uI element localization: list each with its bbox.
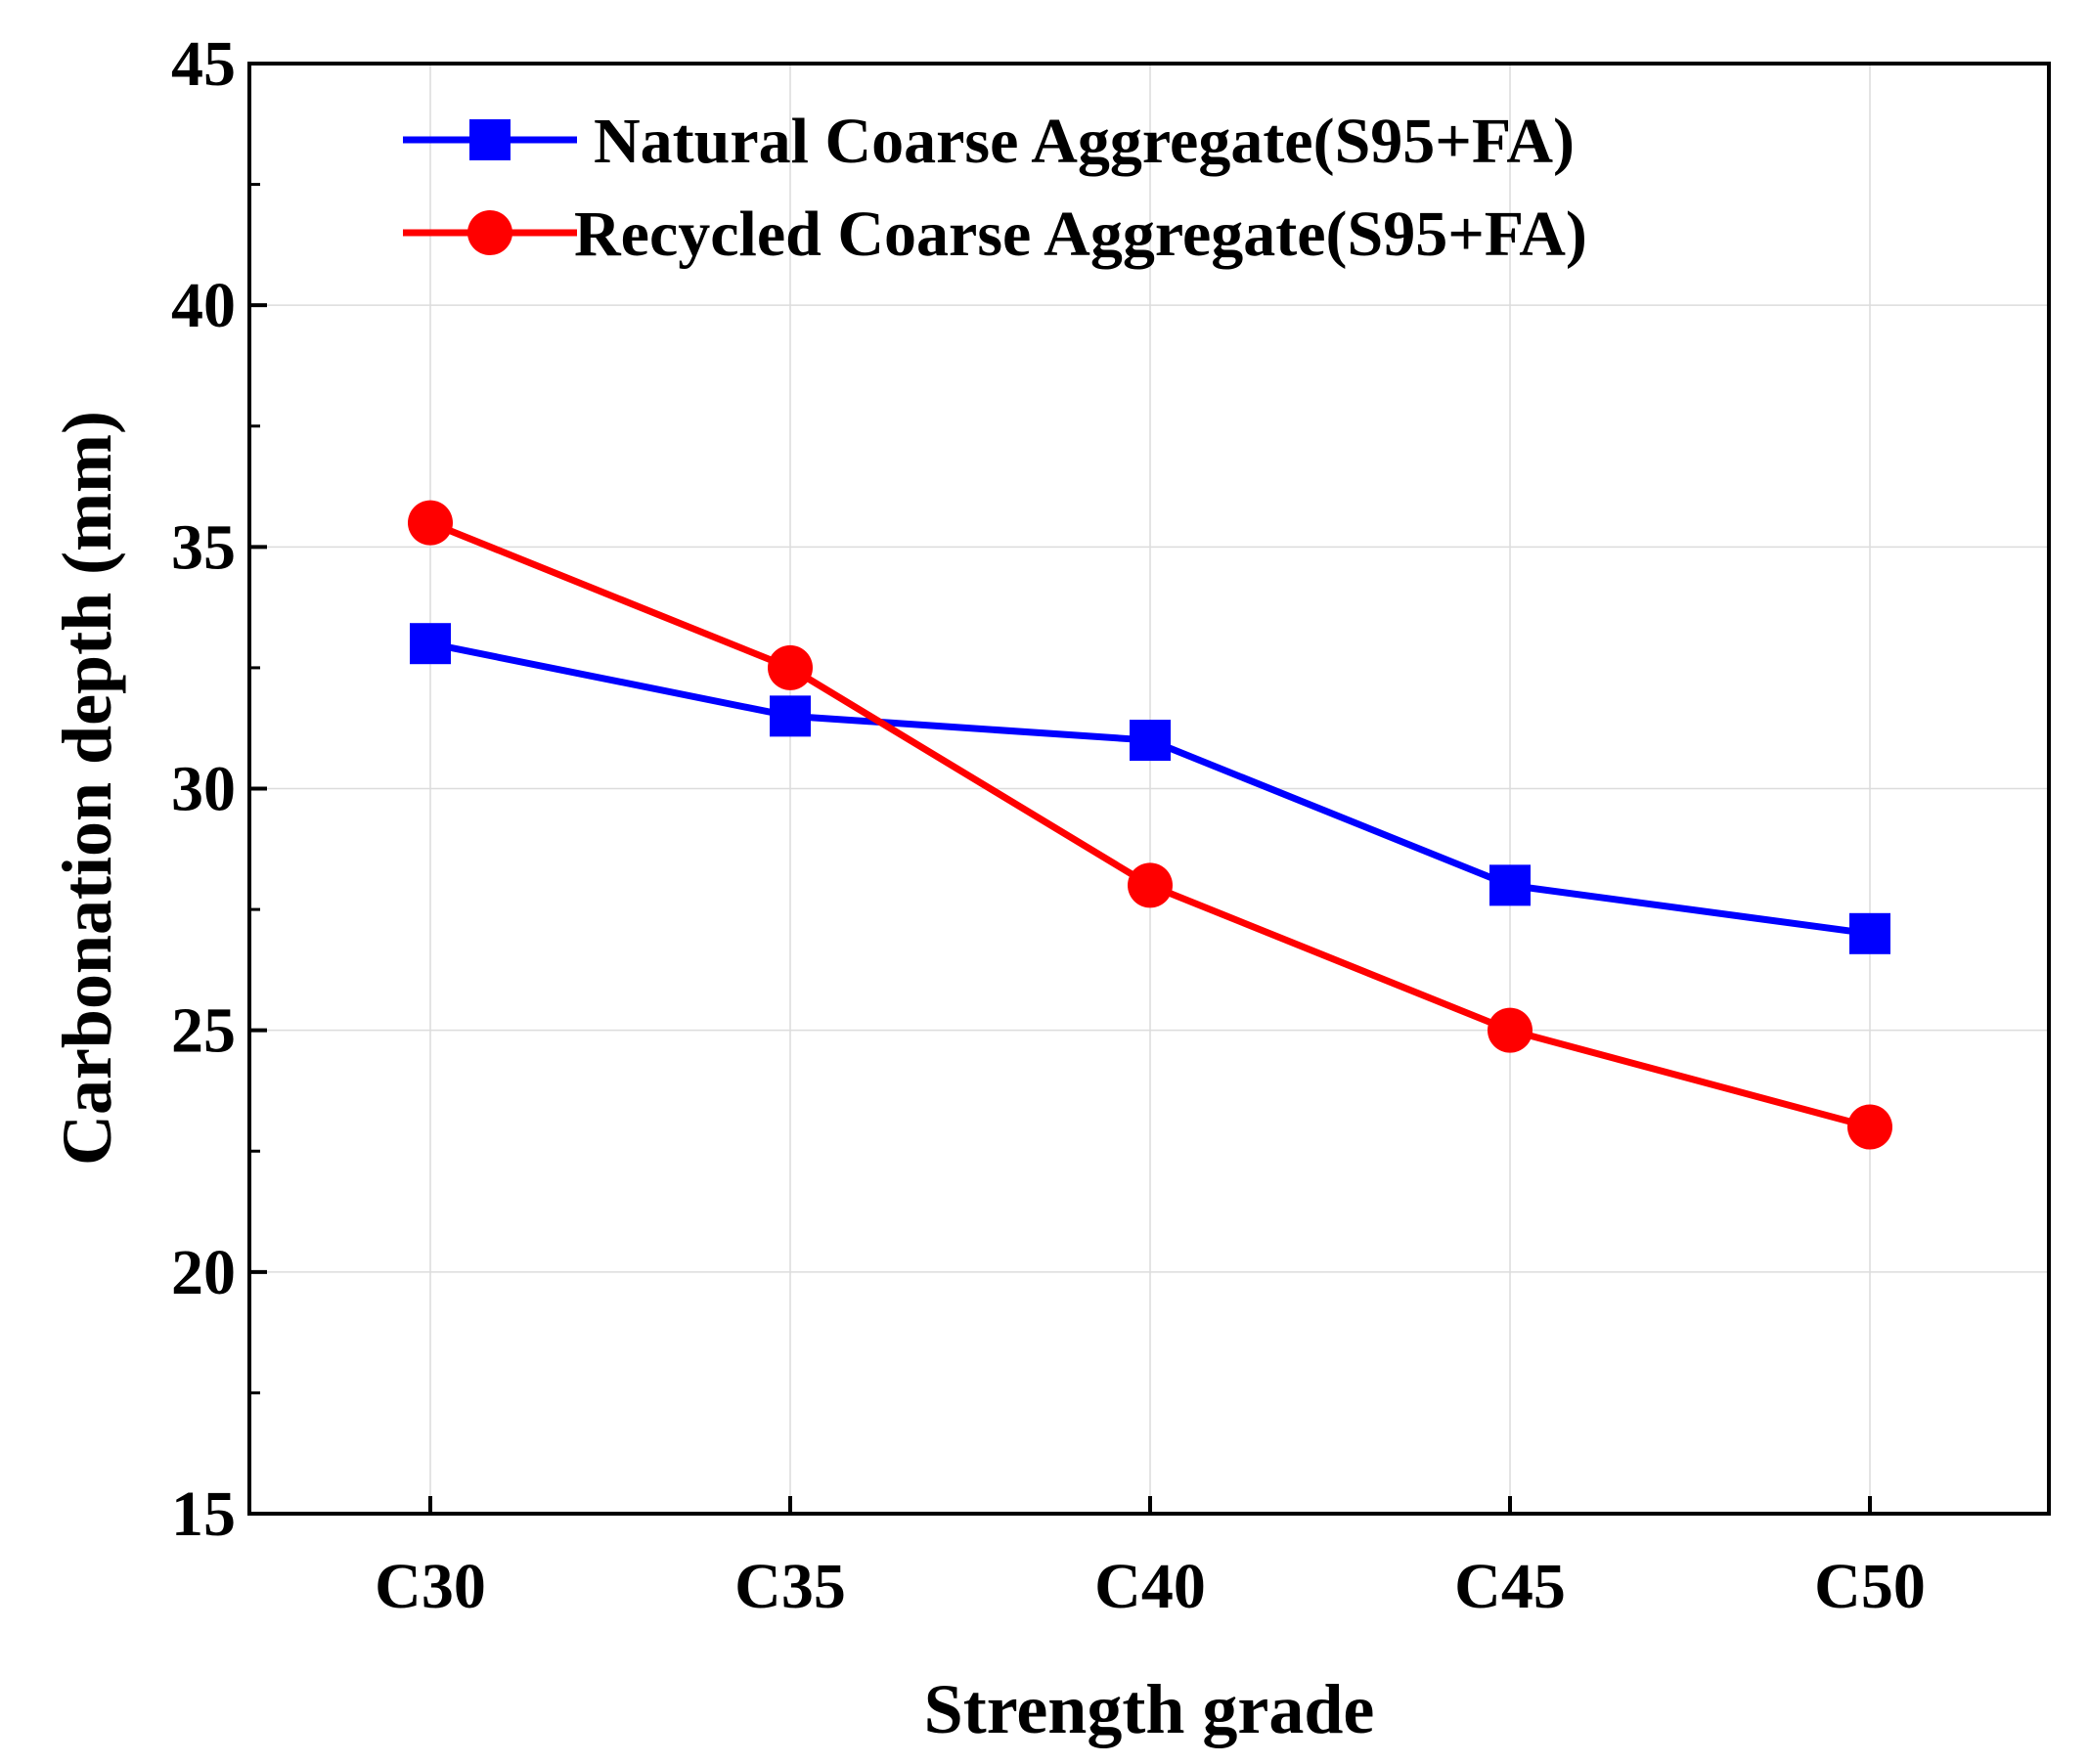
x-tick-label: C30 [375, 1551, 486, 1622]
data-point-square [1130, 720, 1171, 762]
x-tick-label: C40 [1094, 1551, 1206, 1622]
data-point-circle [408, 500, 453, 546]
y-axis-title: Carbonation depth (mm) [48, 411, 126, 1166]
legend: Natural Coarse Aggregate(S95+FA) Recycled… [403, 106, 1587, 270]
y-tick-label: 15 [171, 1478, 236, 1550]
legend-marker-square [469, 119, 511, 160]
data-point-square [1849, 912, 1890, 954]
y-axis: 15 20 25 30 35 40 45 [171, 28, 267, 1550]
legend-label: Recycled Coarse Aggregate(S95+FA) [574, 198, 1587, 270]
y-tick-label: 30 [171, 754, 236, 825]
x-tick-label: C50 [1814, 1551, 1926, 1622]
y-tick-label: 35 [171, 511, 236, 583]
data-point-circle [1128, 862, 1173, 908]
x-tick-label: C45 [1454, 1551, 1566, 1622]
data-point-circle [1847, 1104, 1892, 1150]
data-point-circle [768, 644, 813, 690]
legend-marker-circle [467, 210, 512, 255]
data-point-square [770, 695, 811, 737]
data-point-square [410, 623, 451, 665]
y-tick-label: 25 [171, 995, 236, 1067]
grid-lines [249, 64, 2049, 1514]
data-point-square [1489, 864, 1531, 906]
y-tick-label: 40 [171, 270, 236, 341]
y-tick-label: 20 [171, 1237, 236, 1308]
legend-label: Natural Coarse Aggregate(S95+FA) [594, 106, 1575, 177]
x-axis-title: Strength grade [924, 1670, 1375, 1748]
data-point-circle [1488, 1007, 1533, 1053]
x-axis: C30 C35 C40 C45 C50 [375, 1496, 1926, 1622]
x-tick-label: C35 [734, 1551, 846, 1622]
series-markers [408, 500, 1892, 1150]
y-tick-label: 45 [171, 28, 236, 100]
